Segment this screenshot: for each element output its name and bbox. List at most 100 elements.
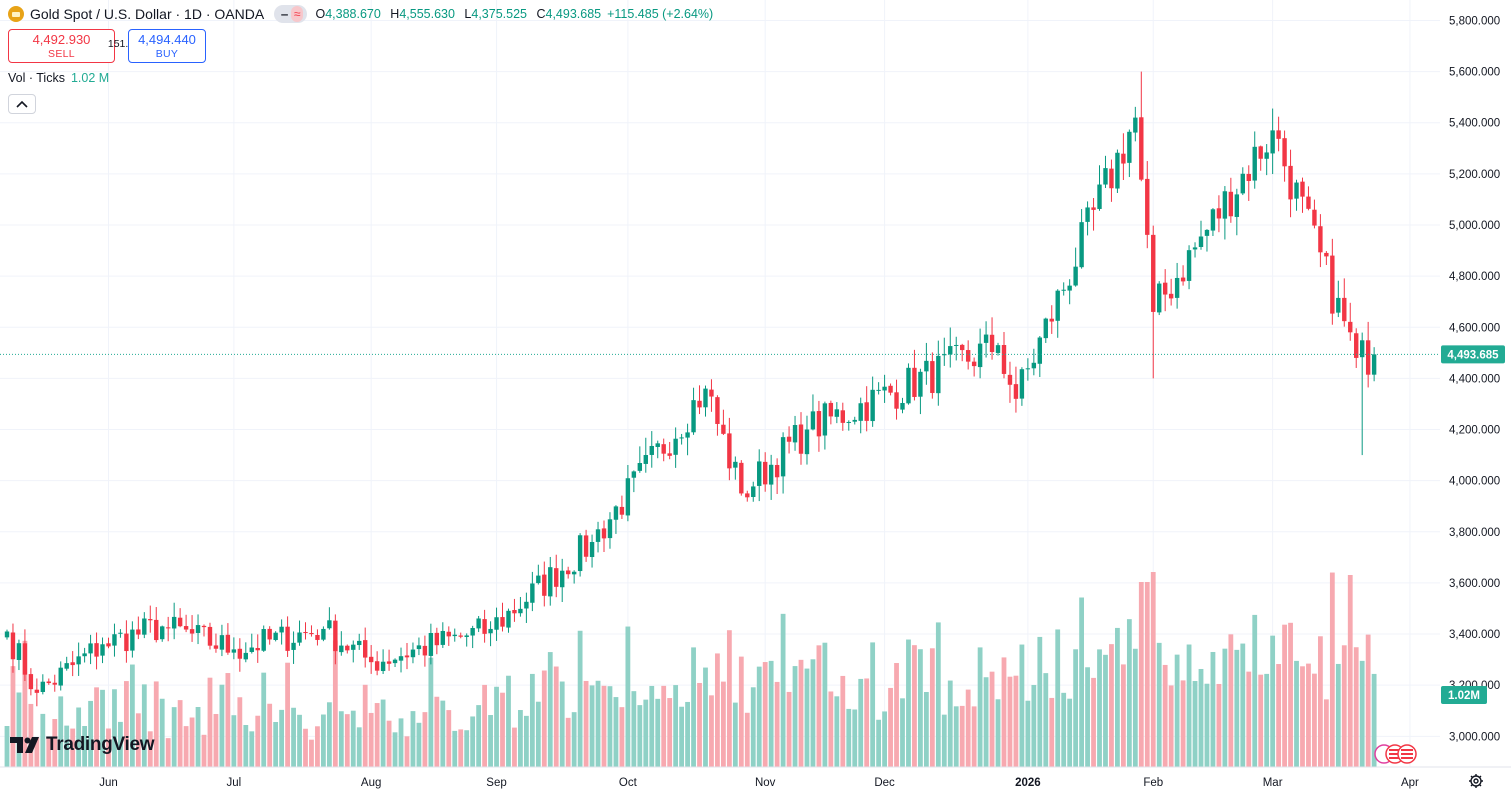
volume-bar — [4, 726, 10, 767]
candle-body — [1258, 146, 1263, 159]
volume-bar — [1168, 685, 1174, 767]
volume-bar — [1234, 649, 1240, 767]
compare-toggle[interactable]: ‒ ≈ — [274, 5, 308, 23]
sell-button[interactable]: 4,492.930 SELL — [8, 29, 115, 63]
volume-bar — [619, 707, 625, 767]
volume-bar — [1270, 635, 1276, 767]
volume-bar — [76, 707, 82, 767]
volume-bar — [82, 726, 88, 767]
volume-bar — [971, 706, 977, 767]
volume-bar — [332, 640, 338, 767]
candle-body — [745, 493, 750, 498]
candle-body — [1049, 318, 1054, 322]
symbol-title[interactable]: Gold Spot / U.S. Dollar · 1D · OANDA — [30, 6, 265, 22]
candle-body — [1121, 153, 1126, 164]
candle-body — [416, 645, 422, 650]
volume-bar — [1007, 676, 1013, 767]
volume-bar — [774, 681, 780, 767]
candle-body — [786, 436, 792, 442]
volume-bar — [577, 630, 583, 767]
candle-body — [213, 645, 219, 649]
candle-body — [983, 334, 989, 343]
volume-bar — [649, 685, 655, 767]
volume-bar — [1001, 657, 1007, 767]
sell-label: SELL — [48, 48, 75, 60]
candle-body — [52, 682, 57, 685]
volume-bar — [261, 672, 267, 767]
candle-body — [440, 630, 446, 645]
candle-body — [804, 429, 810, 455]
candle-body — [154, 619, 159, 641]
candle-body — [94, 643, 99, 657]
candle-body — [1234, 194, 1240, 217]
candle-body — [124, 633, 129, 652]
high-label: H — [390, 7, 400, 21]
pill-right[interactable]: ≈ — [290, 6, 304, 22]
volume-bar — [679, 706, 685, 767]
volume-bar — [1228, 634, 1234, 767]
candle-body — [667, 453, 672, 456]
low-value: 4,375.525 — [471, 7, 527, 21]
volume-bar — [1079, 597, 1084, 767]
events-markers[interactable] — [1373, 743, 1421, 765]
collapse-legend-button[interactable] — [8, 94, 36, 114]
volume-bar — [476, 705, 482, 767]
candle-body — [1055, 290, 1060, 321]
candle-body — [1091, 207, 1096, 210]
candle-body — [876, 389, 881, 391]
time-tick-label: Jun — [99, 777, 118, 789]
tradingview-logo[interactable]: TradingView — [10, 734, 155, 756]
volume-bar — [798, 659, 804, 767]
volume-bar — [153, 681, 159, 767]
time-tick-label: Sep — [486, 777, 506, 789]
candle-body — [565, 570, 571, 575]
candle-body — [1276, 130, 1281, 139]
candle-body — [942, 354, 947, 356]
volume-bar — [338, 711, 344, 767]
candle-body — [601, 528, 607, 539]
volume-label: Vol · Ticks — [8, 71, 65, 85]
volume-bar — [1264, 673, 1270, 767]
pill-left[interactable]: ‒ — [281, 7, 288, 21]
gear-icon[interactable] — [1468, 773, 1484, 789]
volume-bar — [303, 728, 308, 767]
volume-bar — [1246, 671, 1252, 767]
buy-button[interactable]: 4,494.440 BUY — [128, 29, 206, 63]
volume-bar — [595, 680, 601, 767]
chart-grid — [0, 0, 1440, 767]
time-tick-label: Nov — [755, 777, 776, 789]
volume-bar — [124, 681, 129, 767]
volume-bar — [864, 678, 870, 767]
volume-bar — [350, 710, 356, 767]
time-axis: Jun Jul Aug Sep Oct Nov Dec 2026 Feb Mar Apr — [0, 766, 1511, 789]
volume-bar — [129, 664, 135, 767]
candle-body — [1151, 234, 1156, 312]
volume-legend[interactable]: Vol · Ticks 1.02 M — [8, 71, 109, 85]
volume-bar — [1097, 649, 1102, 767]
candle-body — [697, 400, 702, 408]
volume-bar — [709, 695, 714, 767]
volume-bar — [231, 715, 237, 767]
volume-bar — [780, 613, 786, 767]
candle-body — [703, 388, 708, 408]
candle-body — [380, 661, 386, 672]
volume-bar — [703, 667, 708, 767]
volume-bar — [565, 717, 571, 767]
candle-body — [733, 461, 738, 468]
candle-body — [864, 402, 869, 421]
volume-bar — [726, 630, 732, 767]
candle-body — [840, 410, 845, 423]
candle-body — [1306, 196, 1311, 209]
candle-body — [285, 626, 290, 651]
volume-bar — [291, 707, 296, 767]
candle-body — [715, 397, 720, 424]
volume-last-label: 1.02M — [1448, 690, 1480, 702]
volume-bar — [1300, 666, 1305, 767]
candle-body — [930, 361, 935, 393]
volume-bar — [661, 685, 667, 767]
candle-body — [1365, 340, 1371, 375]
candle-body — [900, 402, 905, 410]
volume-value: 1.02 M — [70, 71, 110, 85]
spread-value: 151.0 — [107, 38, 135, 50]
